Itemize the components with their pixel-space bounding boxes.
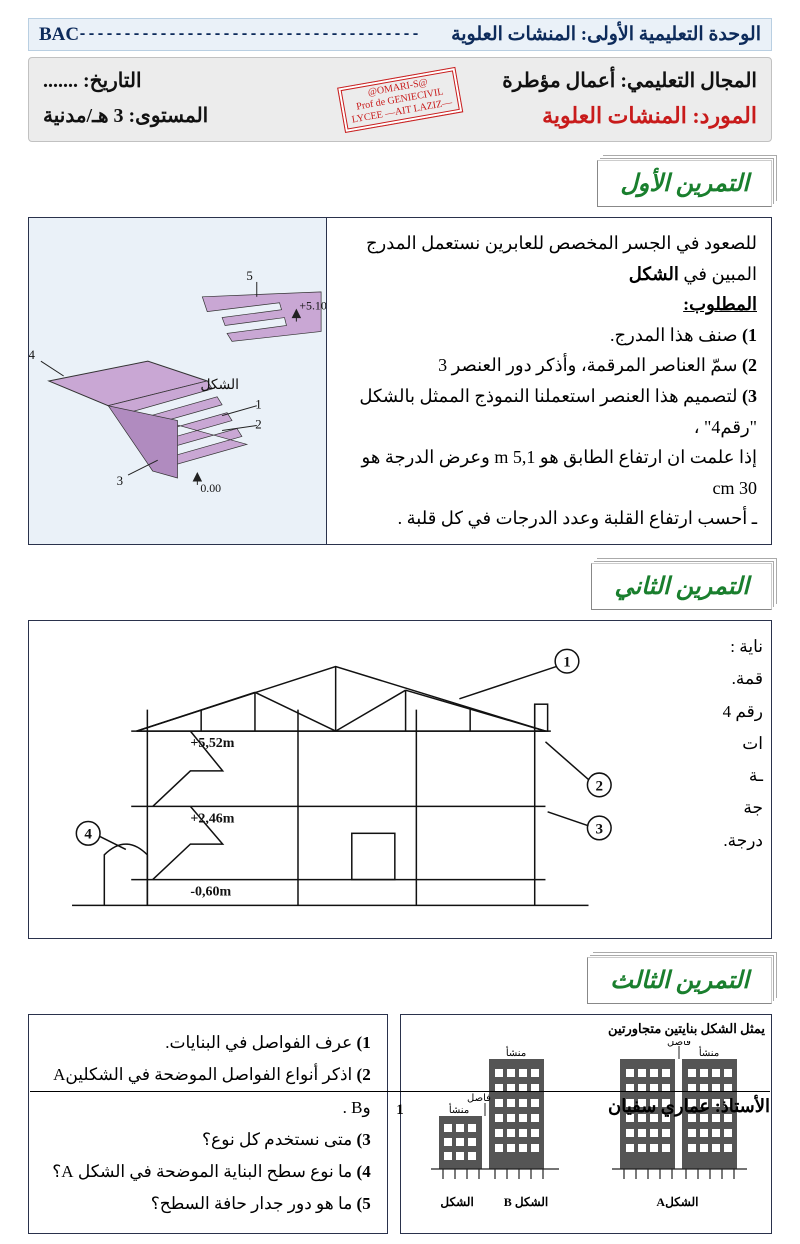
teacher-label: الأستاذ: (715, 1096, 770, 1116)
ex2-f5: درجة. (636, 825, 763, 857)
date-value: ....... (43, 70, 78, 92)
ex3-tab: التمرين الثالث (587, 957, 772, 1004)
num5: 5 (246, 269, 252, 283)
ex2-box: ناية : قمة. رقم 4 ات ـة جة درجة. (28, 620, 772, 939)
bldg-a: منشأ (699, 1046, 719, 1059)
ex2-f3: ات (636, 728, 763, 760)
building-svg: +5,52m +2,46m -0,60m 1 2 3 4 (29, 621, 632, 938)
info-box: المجال التعليمي: أعمال مؤطرة المورد: الم… (28, 57, 772, 142)
elev-bot: 0.00 (200, 481, 221, 495)
q5n: 5) (357, 1194, 371, 1213)
q1n: 1) (357, 1033, 371, 1052)
ex1-q2n: 2) (742, 355, 757, 375)
ex1-q3a: لتصميم هذا العنصر استعملنا النموذج الممث… (359, 386, 757, 437)
ex1-intro-b: الشكل (629, 264, 679, 284)
c4: 4 (84, 827, 92, 843)
ex2-f2: رقم 4 (636, 696, 763, 728)
shape-b-label: الشكل B (504, 1195, 548, 1210)
num3: 3 (117, 474, 123, 488)
ex1-q2: سمّ العناصر المرقمة، وأذكر دور العنصر 3 (438, 355, 742, 375)
ex2-text: ناية : قمة. رقم 4 ات ـة جة درجة. (632, 621, 771, 938)
num2: 2 (255, 418, 261, 432)
elev-552: +5,52m (190, 736, 234, 751)
q3: متى نستخدم كل نوع؟ (202, 1130, 357, 1149)
shape-a-label: الشكلA (602, 1195, 752, 1210)
unit-title: الوحدة التعليمية الأولى: المنشات العلوية (426, 23, 761, 46)
resource-value: المنشات العلوية (542, 103, 687, 128)
ex2-f6: جة (636, 792, 763, 824)
c1: 1 (563, 654, 571, 670)
q5: ما هو دور جدار حافة السطح؟ (151, 1194, 357, 1213)
c3: 3 (596, 821, 604, 837)
resource-label: المورد: (692, 103, 757, 128)
q3n: 3) (357, 1130, 371, 1149)
header-bar: الوحدة التعليمية الأولى: المنشات العلوية… (28, 18, 772, 51)
ex3-row: يمثل الشكل بنايتين متجاورتين (28, 1014, 772, 1234)
q4: ما نوع سطح البناية الموضحة في الشكل A؟ (52, 1162, 356, 1181)
ex1-q3c: ـ أحسب ارتفاع القلبة وعدد الدرجات في كل … (398, 508, 757, 528)
ex1-q1: صنف هذا المدرج. (610, 325, 742, 345)
ex3-questions: 1) عرف الفواصل في البنايات. 2) اذكر أنوا… (28, 1014, 388, 1234)
shape-g-label: الشكل (440, 1195, 473, 1210)
stamp: @OMARI-S@ Prof de GENIECIVIL LYCEE —AIT … (337, 66, 463, 132)
elev-top: +5.10 (299, 299, 326, 313)
footer: الأستاذ: عماري سفيان 1 (0, 1091, 800, 1117)
ex2-figure: +5,52m +2,46m -0,60m 1 2 3 4 (29, 621, 632, 938)
ex1-intro-a: للصعود في الجسر المخصص للعابرين نستعمل ا… (366, 233, 757, 284)
date-line: التاريخ: ....... (43, 68, 208, 93)
q1: عرف الفواصل في البنايات. (165, 1033, 356, 1052)
q2n: 2) (357, 1065, 371, 1084)
elev-246: +2,46m (190, 811, 234, 826)
c2: 2 (596, 778, 604, 794)
ex1-q1n: 1) (742, 325, 757, 345)
elev-060: -0,60m (190, 885, 231, 900)
ex2-tab: التمرين الثاني (591, 563, 772, 610)
domain-line: المجال التعليمي: أعمال مؤطرة (502, 68, 757, 93)
ex2-f1: قمة. (636, 663, 763, 695)
ex1-q3n: 3) (742, 386, 757, 406)
ex2-f4: ـة (636, 760, 763, 792)
ex2-f0: ناية : (636, 631, 763, 663)
header-dashes: ----------------------------------------… (79, 26, 426, 43)
ex3-caption: يمثل الشكل بنايتين متجاورتين (407, 1021, 765, 1037)
ex1-box: للصعود في الجسر المخصص للعابرين نستعمل ا… (28, 217, 772, 545)
ex1-req: المطلوب: (683, 294, 757, 314)
ex1-figure: +5.10 0.00 1 2 3 4 5 الشكل (29, 218, 327, 544)
ex1-tab: التمرين الأول (597, 160, 772, 207)
level-line: المستوى: 3 هـ/مدنية (43, 103, 208, 128)
num4: 4 (29, 348, 36, 362)
joint-a: فاصل (667, 1041, 691, 1048)
ex3-figures: يمثل الشكل بنايتين متجاورتين (400, 1014, 772, 1234)
bldg-b2: منشأ (506, 1046, 526, 1059)
ex1-intro: للصعود في الجسر المخصص للعابرين نستعمل ا… (341, 228, 757, 289)
ex1-q3b: إذا علمت ان ارتفاع الطابق هو 5,1 m وعرض … (362, 447, 757, 498)
page-number: 1 (396, 1102, 404, 1119)
shape-label: الشكل (200, 377, 239, 392)
q4n: 4) (357, 1162, 371, 1181)
teacher-name: عماري سفيان (608, 1096, 710, 1116)
stair-svg: +5.10 0.00 1 2 3 4 5 الشكل (29, 218, 326, 544)
date-label: التاريخ: (83, 70, 142, 92)
bac-label: BAC (39, 24, 79, 46)
resource-line: المورد: المنشات العلوية (502, 103, 757, 129)
num1: 1 (255, 398, 261, 412)
